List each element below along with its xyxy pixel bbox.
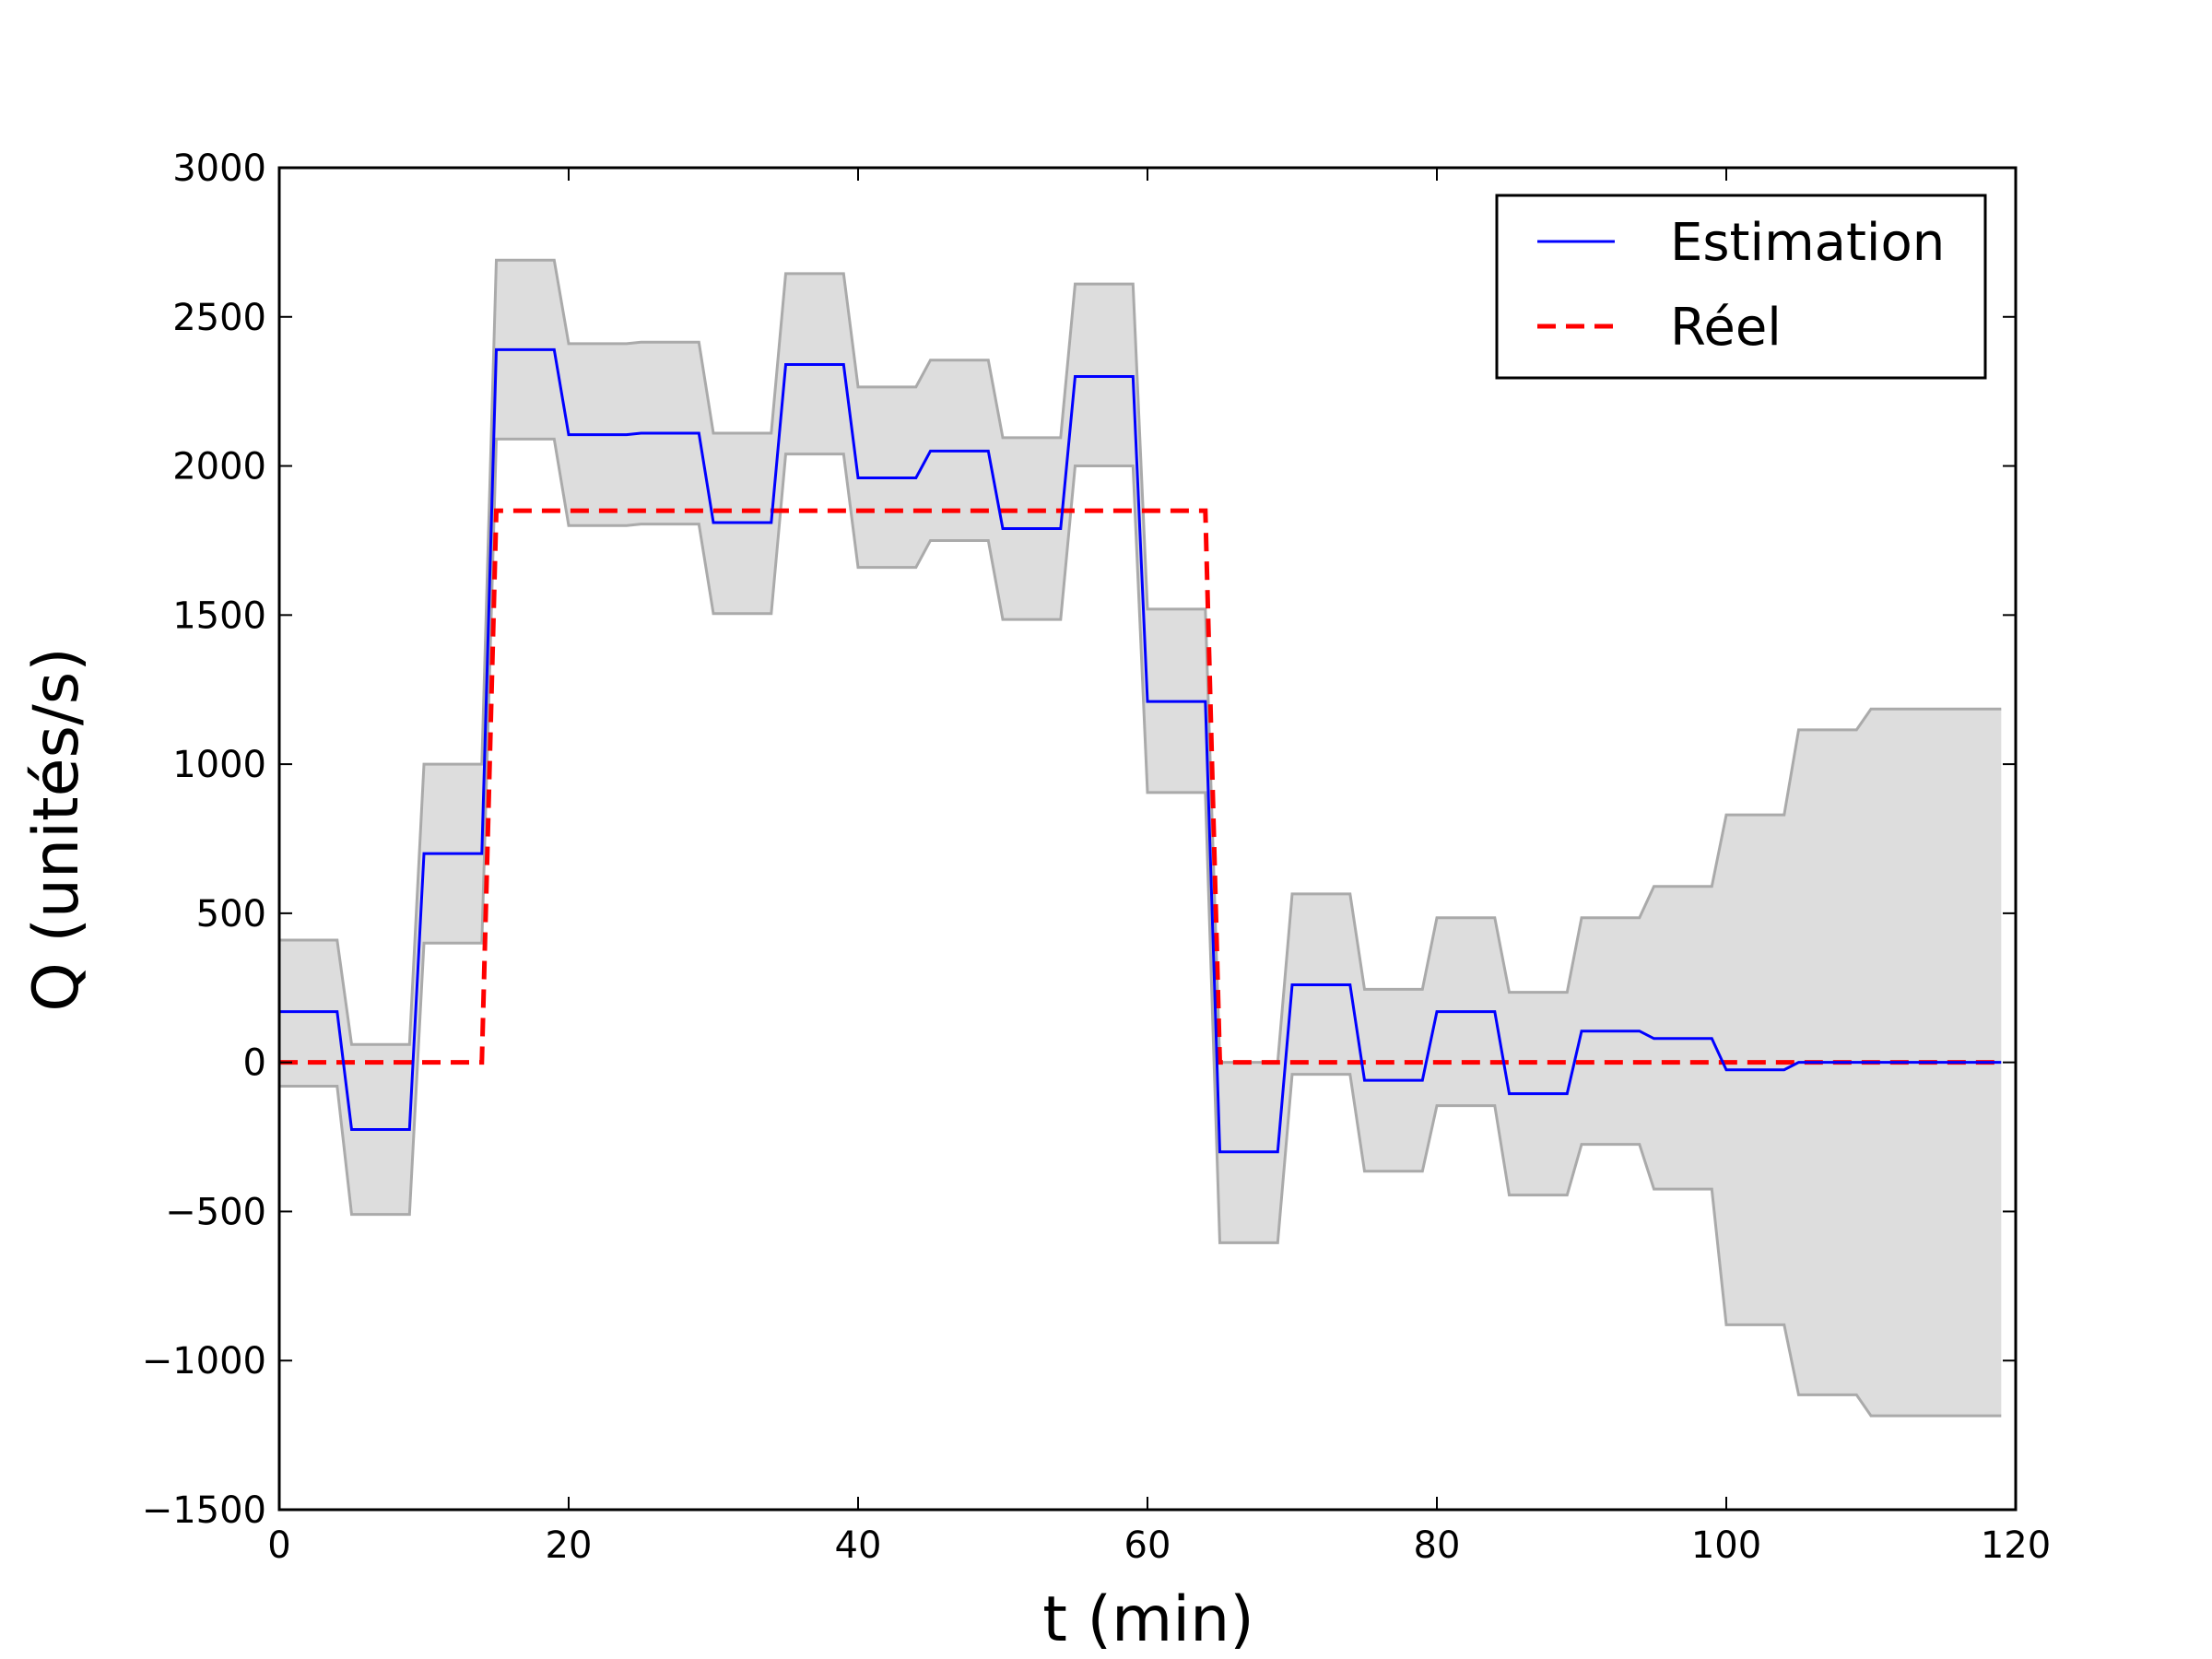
y-tick-label: 1000 <box>172 744 266 786</box>
y-tick-label: 2000 <box>172 446 266 488</box>
x-tick-label: 60 <box>1124 1524 1171 1567</box>
series-line-reel <box>279 508 2002 1065</box>
uncertainty-band-lower-edge <box>279 437 2002 1418</box>
x-tick-label: 0 <box>267 1524 290 1567</box>
x-tick-label: 40 <box>835 1524 882 1567</box>
y-tick-label: −1500 <box>142 1489 266 1532</box>
x-tick-label: 80 <box>1414 1524 1461 1567</box>
x-tick-label: 100 <box>1691 1524 1761 1567</box>
legend: Estimation Réel <box>1495 194 1987 380</box>
legend-label-estimation: Estimation <box>1670 213 1945 273</box>
tick-layer: 0 20 40 60 80 100 120 −1500 −1000 −500 0 500 1000 150… <box>142 147 2051 1567</box>
uncertainty-band-upper-edge <box>279 258 2002 1065</box>
x-tick-label: 20 <box>546 1524 593 1567</box>
x-axis-title: t (min) <box>1042 1583 1254 1656</box>
y-tick-label: 3000 <box>172 147 266 190</box>
y-tick-label: 1500 <box>172 594 266 637</box>
y-tick-label: 2500 <box>172 297 266 339</box>
y-tick-label: 0 <box>243 1042 266 1085</box>
series-line-estimation <box>279 347 2002 1154</box>
uncertainty-band-layer <box>279 258 2002 1418</box>
y-tick-label: 500 <box>196 893 266 935</box>
legend-label-reel: Réel <box>1670 298 1782 358</box>
x-tick-label: 120 <box>1981 1524 2051 1567</box>
series-layer <box>279 347 2002 1154</box>
y-axis-title: Q (unités/s) <box>20 647 93 1012</box>
uncertainty-band-fill <box>279 260 2002 1417</box>
y-tick-label: −500 <box>165 1191 266 1233</box>
y-tick-label: −1000 <box>142 1340 266 1382</box>
legend-box <box>1495 194 1987 380</box>
